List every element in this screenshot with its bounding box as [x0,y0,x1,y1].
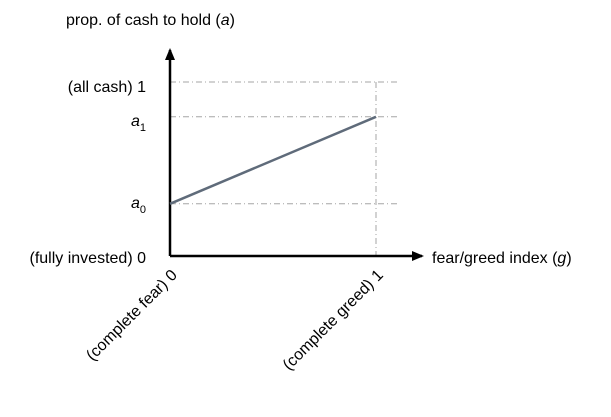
x-axis-label: fear/greed index (g) [432,250,572,267]
y-tick-label-fully-invested: (fully invested) 0 [30,250,147,267]
y-tick-label-a0: a0 [131,195,146,216]
x-tick-label-complete-fear: (complete fear) 0 [83,267,181,365]
x-tick-label-complete-greed: (complete greed) 1 [280,267,387,374]
y-tick-label-a1: a1 [131,113,146,134]
y-axis-label: prop. of cash to hold (a) [66,12,235,29]
series-line [169,115,377,205]
y-tick-label-all-cash: (all cash) 1 [68,79,146,96]
